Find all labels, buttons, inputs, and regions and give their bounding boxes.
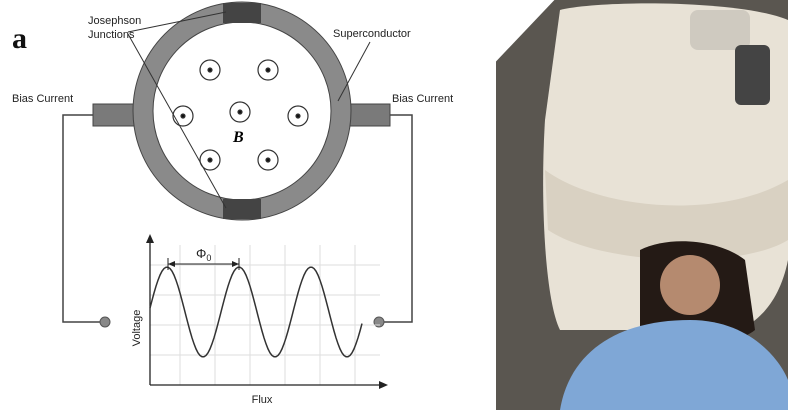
helmet-sensor xyxy=(735,45,770,105)
x-axis-label: Flux xyxy=(252,394,273,406)
flux-quantum-label: Φ0 xyxy=(196,246,211,263)
panel-b: b xyxy=(496,0,788,410)
figure: a B Josephson Junctions Superc xyxy=(0,0,788,410)
wire xyxy=(384,115,412,322)
axis-arrow xyxy=(379,381,388,389)
superconductor-label: Superconductor xyxy=(333,28,411,40)
arrow-head xyxy=(168,261,175,267)
bias-label: Bias Current xyxy=(12,93,73,105)
junction-label: Josephson xyxy=(88,15,141,27)
field-dot xyxy=(208,68,212,72)
bias-pad xyxy=(93,104,138,126)
helmet-part xyxy=(690,10,750,50)
axis-arrow xyxy=(146,234,154,243)
wire xyxy=(63,115,100,322)
arrow-head xyxy=(232,261,239,267)
field-dot xyxy=(266,68,270,72)
josephson-junction xyxy=(223,199,261,219)
face xyxy=(660,255,720,315)
terminal xyxy=(100,317,110,327)
bias-pad xyxy=(346,104,390,126)
field-dot xyxy=(266,158,270,162)
graph-grid xyxy=(150,245,380,385)
panel-a: a B Josephson Junctions Superc xyxy=(12,2,453,406)
field-dot xyxy=(181,114,185,118)
field-label: B xyxy=(232,129,244,146)
field-dot xyxy=(238,110,242,114)
bias-label: Bias Current xyxy=(392,93,453,105)
field-dot xyxy=(296,114,300,118)
panel-label: a xyxy=(12,22,27,55)
field-dot xyxy=(208,158,212,162)
voltage-curve xyxy=(150,267,362,357)
y-axis-label: Voltage xyxy=(131,310,143,347)
josephson-junction xyxy=(223,3,261,23)
flux-quantum-symbol: Φ xyxy=(196,246,206,261)
junction-label: Junctions xyxy=(88,29,135,41)
flux-quantum-subscript: 0 xyxy=(206,253,211,263)
